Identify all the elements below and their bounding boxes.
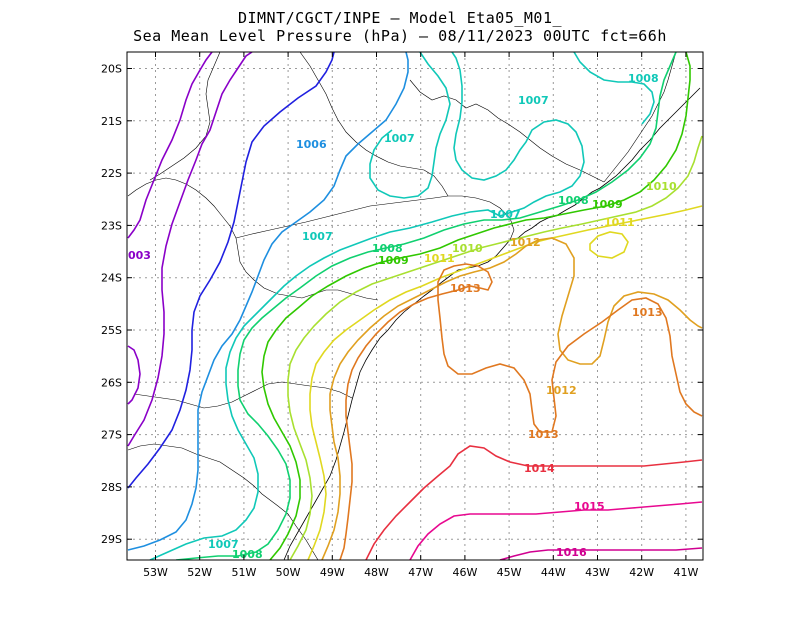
state-border [127, 443, 319, 560]
isobar-1016 [499, 547, 703, 560]
lon-tick-label: 44W [541, 566, 566, 579]
contour-label-1010-b: 1010 [646, 180, 677, 193]
contour-label-1010-a: 1010 [452, 242, 483, 255]
contour-label-1008-ne: 1008 [628, 72, 659, 85]
contour-label-1006: 1006 [296, 138, 327, 151]
isobar-1003 [127, 52, 213, 239]
contour-label-1003: 003 [128, 249, 151, 262]
isobar-1007-ne [573, 52, 655, 125]
isobar-1007-north [369, 52, 451, 199]
contour-label-1013-b: 1013 [632, 306, 663, 319]
contour-label-1012-a: 1012 [510, 236, 541, 249]
contour-label-1014: 1014 [524, 462, 555, 475]
contour-label-1009-a: 1009 [378, 254, 409, 267]
lon-tick-label: 51W [231, 566, 256, 579]
contour-label-1012-b: 1012 [546, 384, 577, 397]
lon-tick-label: 49W [320, 566, 345, 579]
lat-tick-label: 20S [101, 63, 122, 76]
isobar-1010 [287, 135, 703, 560]
lon-tick-label: 47W [408, 566, 433, 579]
lat-tick-label: 29S [101, 533, 122, 546]
lon-tick-label: 53W [143, 566, 168, 579]
lat-tick-label: 21S [101, 115, 122, 128]
coastline [509, 87, 701, 241]
isobar-1015 [409, 501, 703, 560]
lon-tick-label: 52W [187, 566, 212, 579]
lon-tick-label: 42W [629, 566, 654, 579]
isobar-1011 [307, 205, 703, 560]
contour-labels: 003 1006 1007 1007 1007 1007 1007 1008 1… [128, 72, 677, 561]
lon-tick-label: 46W [452, 566, 477, 579]
contour-label-1011-a: 1011 [424, 252, 455, 265]
axis-ticks: 53W 52W 51W 50W 49W 48W 47W 46W 45W 44W 43W 42W 41W 2… [101, 52, 703, 579]
lon-tick-label: 48W [364, 566, 389, 579]
lon-tick-label: 43W [585, 566, 610, 579]
contour-label-1007-c: 1007 [302, 230, 333, 243]
isobar-1007 [149, 52, 585, 560]
isobar-1011-cell [589, 231, 629, 259]
lat-tick-label: 23S [101, 219, 122, 232]
contour-label-1015: 1015 [574, 500, 605, 513]
lat-tick-label: 27S [101, 429, 122, 442]
contour-label-1013-a: 1013 [450, 282, 481, 295]
isobar-1012 [321, 237, 703, 560]
lat-tick-label: 28S [101, 481, 122, 494]
isobar-1008 [175, 52, 677, 560]
lon-tick-label: 45W [497, 566, 522, 579]
isobar-1006 [127, 52, 409, 551]
grid-lines [127, 52, 703, 560]
contour-label-1007-a: 1007 [384, 132, 415, 145]
contour-label-1008-c: 1008 [232, 548, 263, 561]
contour-label-1011-b: 1011 [604, 216, 635, 229]
contour-label-1013-c: 1013 [528, 428, 559, 441]
isobar-1005 [127, 52, 335, 489]
chart-title: DIMNT/CGCT/INPE – Model Eta05_M01_ [237, 9, 563, 27]
contour-label-1007-d: 1007 [490, 208, 521, 221]
contour-label-1007-b: 1007 [518, 94, 549, 107]
map-frame [126, 51, 704, 561]
isobar-1009 [261, 52, 691, 560]
isobars [127, 52, 703, 560]
lat-tick-label: 24S [101, 272, 122, 285]
isobar-1003-b [127, 345, 141, 405]
lat-tick-label: 22S [101, 167, 122, 180]
contour-label-1008-a: 1008 [372, 242, 403, 255]
contour-label-1016: 1016 [556, 546, 587, 559]
contour-label-1007-e: 1007 [208, 538, 239, 551]
chart-subtitle: Sea Mean Level Pressure (hPa) – 08/11/20… [133, 27, 667, 45]
lat-tick-label: 25S [101, 324, 122, 337]
lon-tick-label: 41W [673, 566, 698, 579]
contour-label-1008-b: 1008 [558, 194, 589, 207]
isobar-1013 [339, 263, 703, 560]
isobar-1014 [365, 445, 703, 560]
isobar-1004 [127, 52, 253, 447]
lon-tick-label: 50W [276, 566, 301, 579]
contour-label-1009-b: 1009 [592, 198, 623, 211]
lat-tick-label: 26S [101, 376, 122, 389]
